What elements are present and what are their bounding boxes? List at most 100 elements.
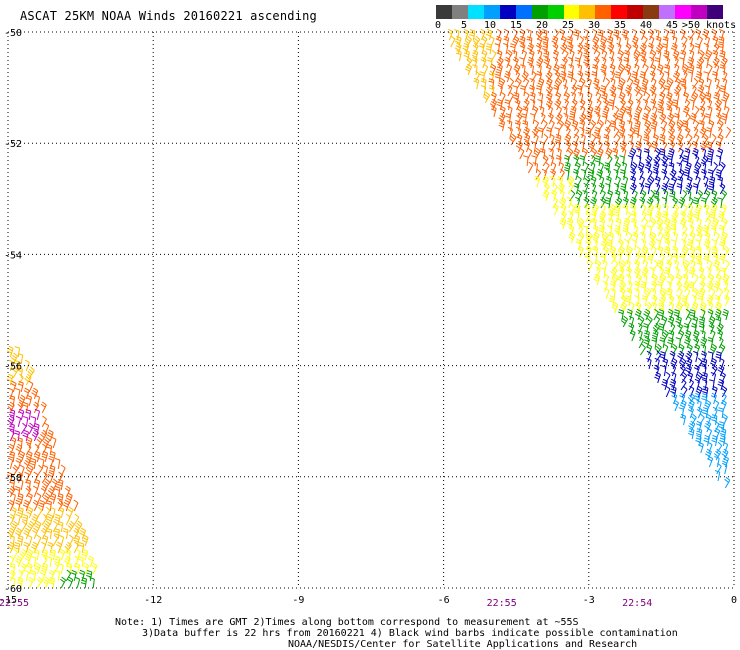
wind-barb bbox=[673, 112, 680, 125]
wind-barb bbox=[684, 161, 692, 174]
wind-barb bbox=[609, 63, 616, 76]
wind-barb bbox=[700, 197, 707, 209]
wind-barb bbox=[65, 569, 72, 582]
wind-barb bbox=[714, 456, 720, 468]
wind-barb bbox=[584, 64, 591, 76]
wind-barb bbox=[650, 127, 656, 139]
wind-barb bbox=[719, 371, 726, 384]
wind-barb bbox=[646, 225, 653, 237]
wind-barb bbox=[684, 98, 691, 111]
wind-barb bbox=[663, 50, 670, 62]
wind-barb bbox=[686, 315, 692, 328]
wind-barb bbox=[8, 443, 15, 456]
wind-barb bbox=[662, 43, 668, 55]
wind-barb bbox=[528, 84, 535, 97]
wind-barb bbox=[519, 42, 526, 55]
wind-barb bbox=[575, 238, 582, 251]
wind-barb bbox=[590, 218, 597, 230]
wind-barb bbox=[718, 28, 725, 41]
wind-barb bbox=[507, 84, 513, 97]
map-title: ASCAT 25KM NOAA Winds 20160221 ascending bbox=[20, 9, 317, 23]
wind-barb bbox=[651, 337, 658, 349]
wind-barb bbox=[15, 555, 23, 568]
wind-barb bbox=[700, 358, 708, 370]
wind-barb bbox=[8, 387, 14, 400]
wind-barb bbox=[496, 28, 502, 41]
wind-barb bbox=[614, 133, 621, 146]
wind-barb bbox=[560, 203, 567, 216]
wind-barb bbox=[41, 443, 47, 456]
wind-barb bbox=[555, 154, 562, 167]
wind-barb bbox=[716, 462, 722, 475]
colorbar-swatch bbox=[706, 5, 723, 19]
colorbar-swatch bbox=[643, 5, 660, 19]
wind-barb bbox=[567, 71, 574, 83]
wind-barb bbox=[719, 50, 726, 62]
wind-barb bbox=[655, 239, 661, 251]
wind-barb bbox=[700, 308, 706, 321]
wind-barb bbox=[676, 119, 684, 132]
wind-barb bbox=[670, 239, 677, 251]
wind-barb bbox=[715, 169, 722, 181]
wind-barb bbox=[698, 120, 705, 132]
wind-barb bbox=[703, 182, 709, 195]
wind-barb bbox=[587, 91, 593, 104]
wind-barb bbox=[641, 203, 647, 216]
wind-barb bbox=[24, 555, 31, 568]
wind-barb bbox=[712, 252, 719, 265]
wind-barb bbox=[60, 576, 67, 589]
colorbar-label: 0 bbox=[434, 20, 442, 31]
wind-barb bbox=[576, 84, 583, 97]
wind-barb bbox=[579, 77, 586, 90]
wind-barb bbox=[579, 119, 586, 132]
wind-barb bbox=[527, 56, 534, 69]
wind-barb bbox=[471, 56, 478, 69]
wind-barb bbox=[582, 190, 588, 202]
wind-barb bbox=[592, 189, 598, 202]
wind-barb bbox=[559, 189, 565, 202]
wind-barb bbox=[613, 182, 620, 195]
wind-barb bbox=[700, 350, 707, 363]
wind-barb bbox=[686, 210, 694, 223]
wind-barb bbox=[671, 35, 678, 48]
wind-barb bbox=[713, 259, 720, 272]
wind-barb bbox=[555, 141, 561, 153]
wind-barb bbox=[600, 196, 607, 209]
wind-barb bbox=[637, 161, 645, 174]
wind-barb bbox=[681, 84, 687, 97]
wind-barb bbox=[536, 70, 543, 83]
wind-barb bbox=[677, 176, 684, 188]
wind-barb bbox=[523, 155, 529, 167]
y-tick-label: -52 bbox=[4, 139, 22, 150]
wind-barb bbox=[79, 527, 87, 540]
wind-barb bbox=[504, 99, 511, 111]
wind-barb bbox=[696, 217, 702, 230]
wind-barb bbox=[684, 112, 691, 125]
wind-barb bbox=[556, 148, 562, 160]
wind-barb bbox=[682, 231, 688, 244]
wind-barb bbox=[576, 189, 583, 202]
wind-barb bbox=[700, 98, 706, 111]
wind-barb bbox=[591, 203, 599, 216]
wind-barb bbox=[485, 28, 493, 41]
wind-barb bbox=[669, 29, 676, 41]
note-line-1: Note: 1) Times are GMT 2)Times along bot… bbox=[115, 617, 579, 628]
wind-barb bbox=[650, 98, 657, 111]
wind-barb bbox=[48, 569, 55, 582]
wind-barb bbox=[606, 154, 613, 167]
wind-barb bbox=[650, 112, 658, 125]
wind-barb bbox=[680, 413, 687, 426]
wind-barb bbox=[7, 401, 15, 414]
wind-barb bbox=[625, 42, 632, 55]
wind-barb bbox=[573, 29, 580, 41]
wind-barb bbox=[624, 84, 632, 97]
wind-barb bbox=[720, 428, 727, 440]
wind-barb bbox=[695, 371, 703, 384]
wind-barb bbox=[693, 126, 699, 139]
wind-barb bbox=[708, 322, 715, 335]
wind-barb bbox=[89, 577, 95, 588]
wind-barb bbox=[498, 112, 506, 125]
wind-barb bbox=[31, 541, 38, 554]
wind-barb bbox=[690, 413, 697, 426]
wind-barb bbox=[720, 56, 728, 69]
